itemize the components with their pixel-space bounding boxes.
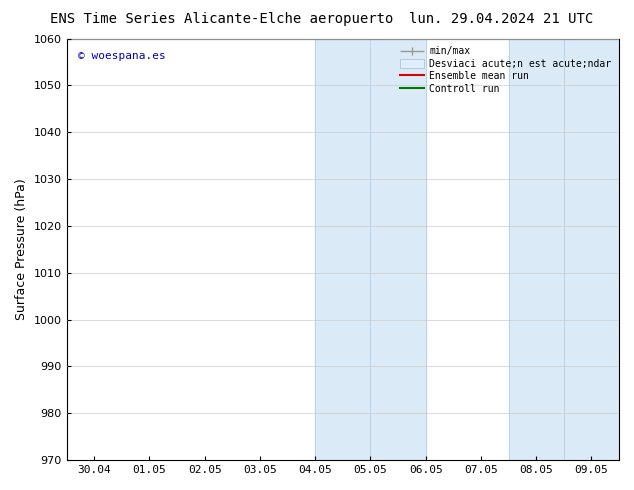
Bar: [315, 39, 370, 460]
Legend: min/max, Desviaci acute;n est acute;ndar, Ensemble mean run, Controll run: min/max, Desviaci acute;n est acute;ndar…: [397, 44, 614, 97]
Y-axis label: Surface Pressure (hPa): Surface Pressure (hPa): [15, 178, 28, 320]
Text: © woespana.es: © woespana.es: [77, 51, 165, 61]
Bar: [564, 39, 619, 460]
Text: ENS Time Series Alicante-Elche aeropuerto: ENS Time Series Alicante-Elche aeropuert…: [50, 12, 394, 26]
Bar: [370, 39, 425, 460]
Text: lun. 29.04.2024 21 UTC: lun. 29.04.2024 21 UTC: [409, 12, 593, 26]
Bar: [508, 39, 564, 460]
